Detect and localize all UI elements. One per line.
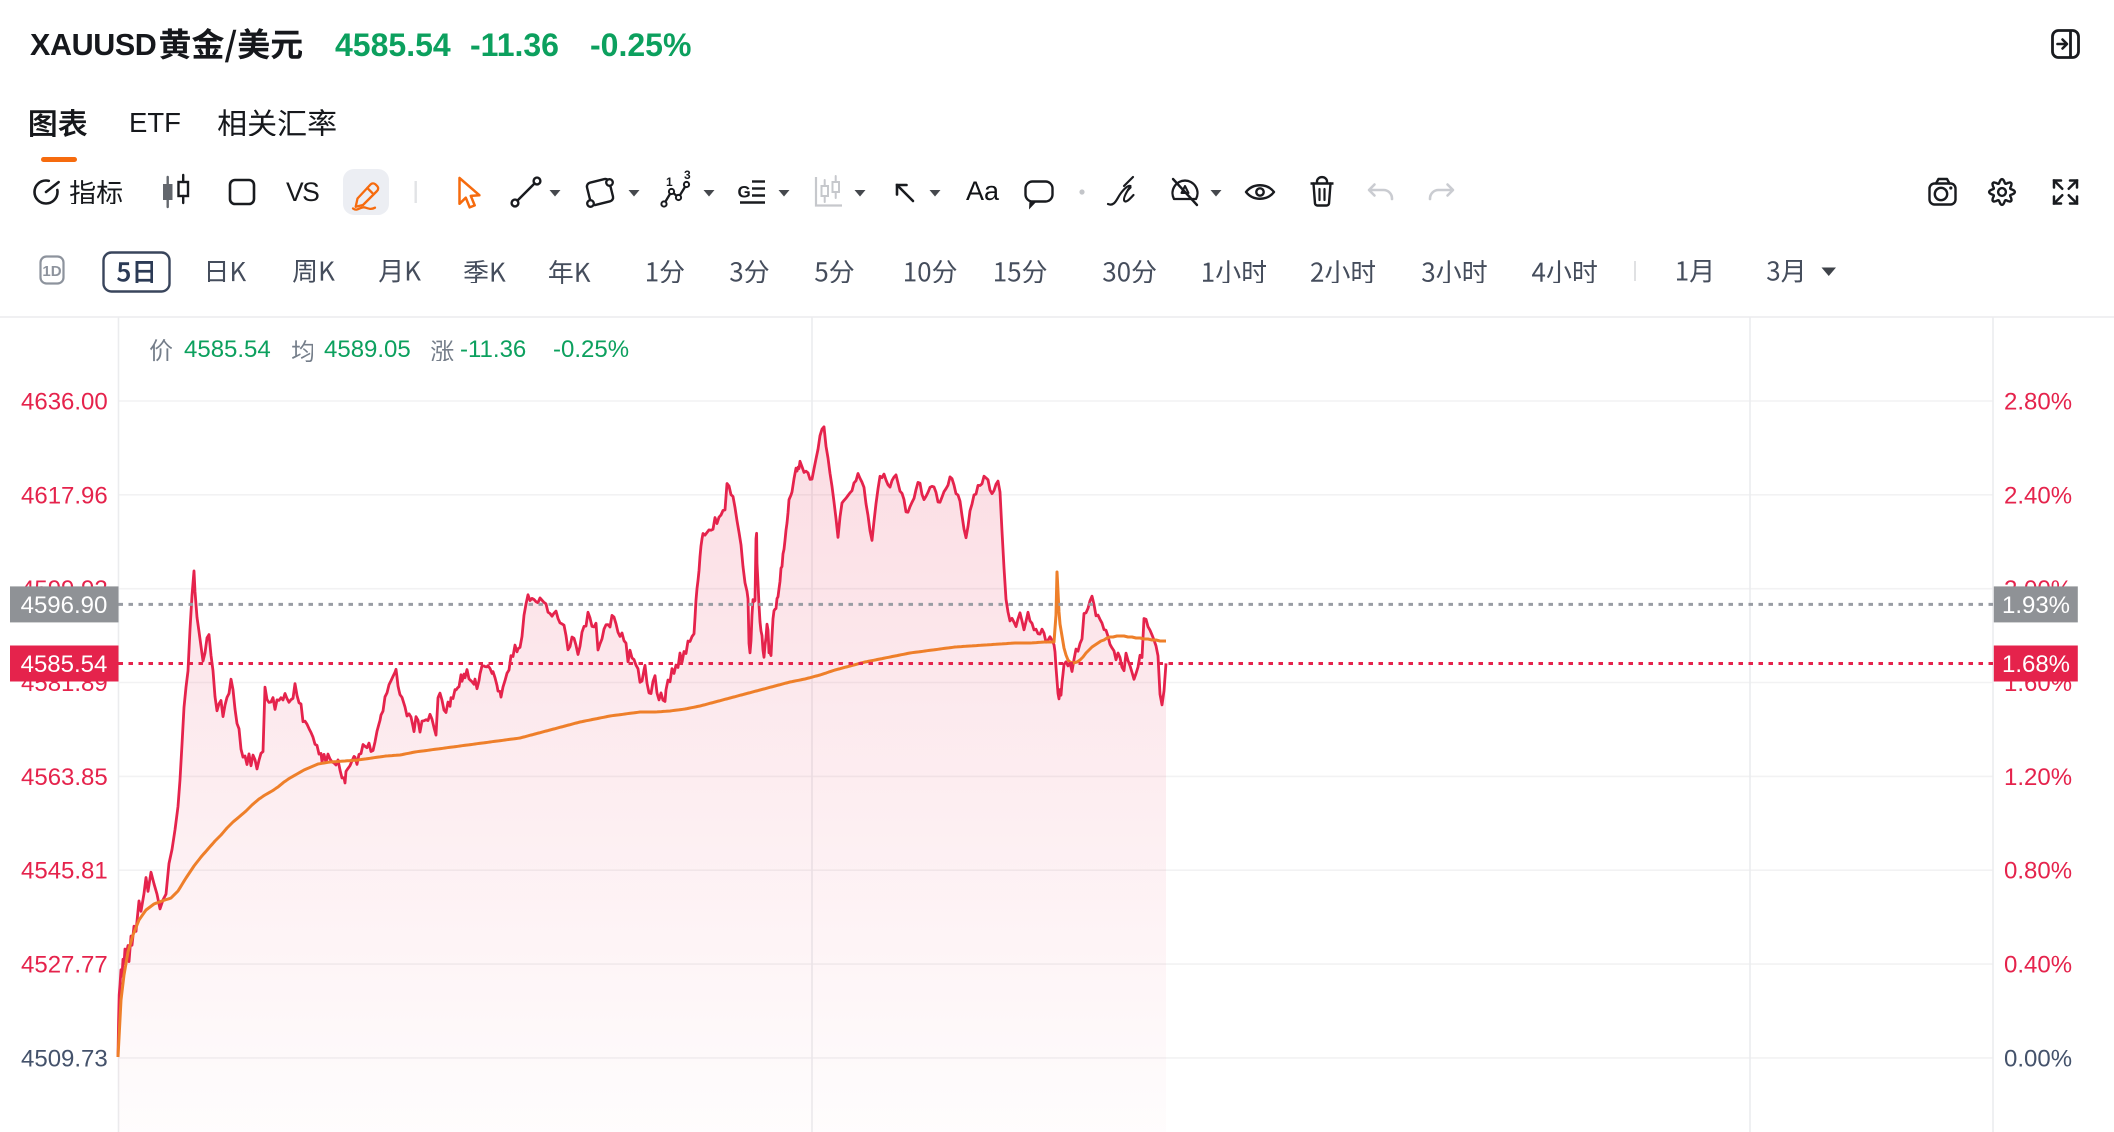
svg-text:4563.85: 4563.85 bbox=[21, 764, 108, 791]
svg-text:4617.96: 4617.96 bbox=[21, 482, 108, 509]
svg-text:1D: 1D bbox=[42, 263, 61, 280]
svg-text:0.00%: 0.00% bbox=[2004, 1045, 2072, 1072]
svg-text:0.80%: 0.80% bbox=[2004, 858, 2072, 885]
svg-text:2.80%: 2.80% bbox=[2004, 389, 2072, 416]
svg-text:0.40%: 0.40% bbox=[2004, 952, 2072, 979]
svg-text:1: 1 bbox=[666, 175, 673, 189]
svg-text:4545.81: 4545.81 bbox=[21, 858, 108, 885]
svg-text:4509.73: 4509.73 bbox=[21, 1045, 108, 1072]
svg-text:1.93%: 1.93% bbox=[2002, 592, 2070, 619]
svg-text:2.40%: 2.40% bbox=[2004, 482, 2072, 509]
svg-text:4527.77: 4527.77 bbox=[21, 952, 108, 979]
svg-text:G: G bbox=[738, 183, 751, 202]
svg-text:3: 3 bbox=[684, 168, 691, 182]
svg-text:1.68%: 1.68% bbox=[2002, 651, 2070, 678]
svg-text:1.20%: 1.20% bbox=[2004, 764, 2072, 791]
svg-text:4585.54: 4585.54 bbox=[21, 651, 108, 678]
svg-text:4636.00: 4636.00 bbox=[21, 389, 108, 416]
svg-text:4596.90: 4596.90 bbox=[21, 592, 108, 619]
